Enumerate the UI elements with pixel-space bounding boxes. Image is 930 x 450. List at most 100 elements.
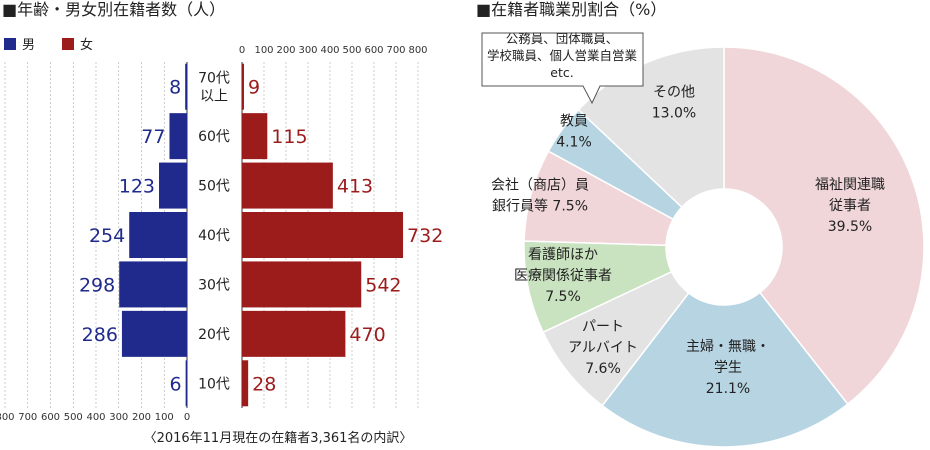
pie-slice-label-line: 13.0% bbox=[652, 106, 696, 122]
legend-label-male: 男 bbox=[22, 38, 35, 53]
legend-label-female: 女 bbox=[80, 37, 93, 53]
data-label-female: 115 bbox=[271, 126, 307, 148]
bar-male bbox=[185, 360, 187, 407]
x-tick-right: 200 bbox=[276, 45, 295, 56]
category-label-line: 20代 bbox=[198, 327, 230, 343]
pie-slice-label-line: 看護師ほか bbox=[528, 247, 598, 263]
x-tick-right: 800 bbox=[408, 45, 427, 56]
data-label-male: 77 bbox=[141, 126, 165, 148]
bar-male bbox=[185, 63, 187, 110]
callout-text-line: 学校職員、個人営業自営業 bbox=[487, 48, 638, 63]
x-tick-right: 100 bbox=[254, 45, 273, 56]
bar-male bbox=[129, 212, 187, 258]
x-tick-left: 400 bbox=[86, 412, 105, 423]
data-label-female: 732 bbox=[407, 225, 443, 247]
footnote: 〈2016年11月現在の在籍者3,361名の内訳〉 bbox=[144, 430, 413, 446]
pyramid-chart: 0100200300400500600700800800700600500400… bbox=[0, 45, 443, 423]
callout-text: 公務員、団体職員、学校職員、個人営業自営業 etc. bbox=[487, 31, 638, 80]
category-label-line: 60代 bbox=[198, 129, 230, 145]
bar-female bbox=[242, 162, 333, 209]
x-tick-right: 400 bbox=[320, 45, 339, 56]
bar-male bbox=[121, 310, 187, 357]
x-tick-right: 0 bbox=[239, 45, 245, 56]
bar-female bbox=[242, 360, 249, 407]
pie-slice-label: 主婦・無職・学生 21.1% bbox=[686, 338, 770, 397]
category-label: 30代 bbox=[198, 277, 230, 293]
category-label-line: 50代 bbox=[198, 179, 230, 195]
bar-male bbox=[159, 162, 187, 209]
bar-male bbox=[169, 113, 187, 160]
data-label-female: 470 bbox=[349, 324, 385, 346]
data-label-male: 8 bbox=[169, 77, 181, 99]
category-label: 10代 bbox=[198, 376, 230, 392]
data-label-female: 542 bbox=[365, 274, 401, 296]
pie-slice-label: 看護師ほか医療関係従事者 7.5% bbox=[514, 247, 612, 305]
callout: 公務員、団体職員、学校職員、個人営業自営業 etc. bbox=[481, 31, 644, 105]
callout-text-line: etc. bbox=[550, 65, 573, 80]
pie-slice-label: その他 13.0% bbox=[652, 85, 696, 122]
x-tick-right: 700 bbox=[386, 45, 405, 56]
category-label: 40代 bbox=[198, 228, 230, 244]
category-label: 20代 bbox=[198, 327, 230, 343]
callout-text-line: 公務員、団体職員、 bbox=[506, 31, 619, 46]
pyramid-title: ■年齢・男女別在籍者数（人） bbox=[2, 0, 225, 19]
legend-swatch-female bbox=[62, 38, 74, 50]
x-tick-right: 300 bbox=[298, 45, 317, 56]
data-label-female: 9 bbox=[248, 77, 260, 99]
data-label-male: 286 bbox=[82, 324, 118, 346]
pie-slice-label-line: 39.5% bbox=[828, 219, 872, 235]
bar-female bbox=[242, 113, 268, 160]
donut-hole bbox=[666, 189, 782, 305]
pie-slice-label: 会社（商店）員銀行員等 7.5% bbox=[491, 178, 589, 215]
category-label-line: 30代 bbox=[198, 277, 230, 293]
x-tick-right: 500 bbox=[342, 45, 361, 56]
category-label: 70代以上 bbox=[198, 71, 230, 105]
data-label-female: 413 bbox=[337, 176, 373, 198]
pie-slice-label-line: 7.6% bbox=[585, 361, 621, 377]
x-tick-left: 700 bbox=[18, 412, 37, 423]
x-tick-left: 800 bbox=[0, 412, 15, 423]
pie-slice-label-line: 従事者 bbox=[829, 198, 871, 214]
pie-slice-label: 福祉関連職従事者 39.5% bbox=[815, 177, 885, 235]
pie-slice-label-line: アルバイト bbox=[568, 340, 638, 356]
data-label-male: 298 bbox=[79, 274, 115, 296]
pie-slice-label: 教員 4.1% bbox=[556, 114, 592, 151]
pie-slice-label-line: 7.5% bbox=[545, 289, 581, 305]
pie-title: ■在籍者職業別割合（%） bbox=[476, 0, 666, 19]
x-tick-left: 100 bbox=[155, 412, 174, 423]
category-label: 50代 bbox=[198, 179, 230, 195]
pie-slice bbox=[601, 291, 849, 448]
pie-slice-label-line: 銀行員等 7.5% bbox=[492, 198, 588, 215]
data-label-female: 28 bbox=[252, 373, 276, 395]
legend: 男 女 bbox=[4, 37, 93, 53]
pie-slice-label: パートアルバイト 7.6% bbox=[568, 319, 638, 377]
bar-female bbox=[242, 261, 362, 308]
pie-chart: 福祉関連職従事者 39.5% 主婦・無職・学生 21.1% パートアルバイト 7.6% 看護… bbox=[481, 31, 925, 448]
pie-slice-label-line: パート bbox=[582, 319, 624, 335]
bar-female bbox=[242, 212, 404, 258]
bar-female bbox=[242, 63, 244, 110]
pie-slice-label-line: 学生 bbox=[714, 360, 742, 376]
x-tick-left: 0 bbox=[184, 412, 190, 423]
x-tick-left: 500 bbox=[64, 412, 83, 423]
category-label-line: 40代 bbox=[198, 228, 230, 244]
x-tick-right: 600 bbox=[364, 45, 383, 56]
legend-swatch-male bbox=[4, 38, 16, 50]
x-tick-left: 300 bbox=[109, 412, 128, 423]
x-tick-left: 200 bbox=[132, 412, 151, 423]
bar-male bbox=[119, 261, 187, 308]
bar-female bbox=[242, 310, 346, 357]
data-label-male: 6 bbox=[170, 373, 182, 395]
pie-slice-label-line: 会社（商店）員 bbox=[491, 178, 589, 194]
category-label-line: 以上 bbox=[200, 89, 228, 105]
category-label: 60代 bbox=[198, 129, 230, 145]
category-label-line: 10代 bbox=[198, 376, 230, 392]
pie-slice-label-line: 主婦・無職・ bbox=[686, 338, 770, 355]
data-label-male: 123 bbox=[119, 176, 155, 198]
pie-slice-label-line: その他 bbox=[653, 85, 695, 101]
pie-slice-label-line: 4.1% bbox=[556, 135, 592, 151]
category-label-line: 70代 bbox=[198, 71, 230, 87]
data-label-male: 254 bbox=[89, 225, 125, 247]
x-tick-left: 600 bbox=[41, 412, 60, 423]
